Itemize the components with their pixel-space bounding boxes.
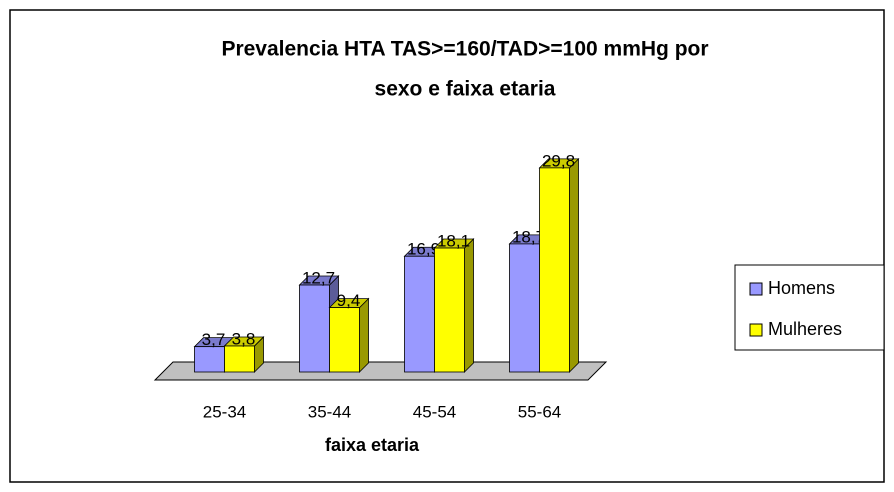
data-label: 12,7 <box>302 268 335 287</box>
data-label: 16,9 <box>407 240 440 259</box>
data-label: 18,1 <box>437 231 470 250</box>
legend-swatch <box>749 323 763 337</box>
x-tick-label: 55-64 <box>518 402 561 421</box>
bar-side <box>569 157 579 373</box>
x-tick-label: 45-54 <box>413 402 456 421</box>
bar-front <box>509 243 540 373</box>
legend-label: Mulheres <box>768 319 842 339</box>
bar-front <box>329 307 360 373</box>
data-label: 3,7 <box>202 330 226 349</box>
bar-front <box>434 247 465 373</box>
bar <box>433 238 475 373</box>
legend-swatch <box>749 282 763 296</box>
bar <box>538 157 580 373</box>
data-label: 18,7 <box>512 227 545 246</box>
bar-front <box>224 345 255 373</box>
x-tick-label: 35-44 <box>308 402 351 421</box>
x-axis-label: faixa etaria <box>325 435 420 455</box>
data-label: 3,8 <box>232 329 256 348</box>
bar-front <box>194 346 225 373</box>
legend-label: Homens <box>768 278 835 298</box>
bar-front <box>404 255 435 373</box>
floor <box>153 361 608 381</box>
bar <box>223 336 265 373</box>
bar-front <box>539 167 570 373</box>
bar <box>328 297 370 373</box>
data-label: 29,8 <box>542 151 575 170</box>
chart-title: Prevalencia HTA TAS>=160/TAD>=100 mmHg p… <box>221 38 708 61</box>
bar-front <box>299 284 330 373</box>
chart-title: sexo e faixa etaria <box>375 78 556 101</box>
bar-side <box>464 238 474 373</box>
data-label: 9,4 <box>337 291 361 310</box>
bar-side <box>359 297 369 373</box>
x-tick-label: 25-34 <box>203 402 246 421</box>
